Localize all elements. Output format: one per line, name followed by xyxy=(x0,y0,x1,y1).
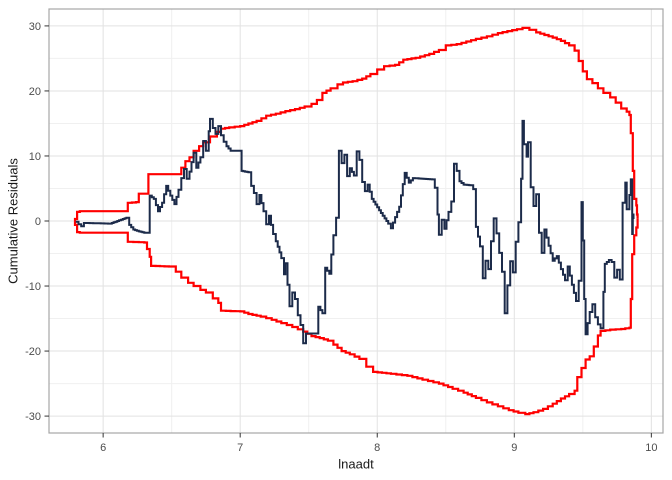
y-tick-label: 20 xyxy=(29,86,41,98)
y-tick-label: 10 xyxy=(29,151,41,163)
y-axis-title: Cumulative Residuals xyxy=(5,158,21,284)
y-tick-label: 0 xyxy=(35,216,41,228)
x-axis-title: lnaadt xyxy=(338,456,374,472)
x-tick-label: 8 xyxy=(374,442,380,454)
series-cumulative-residuals xyxy=(75,117,635,345)
y-tick-label: -30 xyxy=(25,411,41,423)
y-tick-label: -20 xyxy=(25,346,41,358)
y-tick-label: 30 xyxy=(29,21,41,33)
series-upper-envelope xyxy=(73,26,639,223)
x-tick-label: 7 xyxy=(237,442,243,454)
x-tick-label: 6 xyxy=(100,442,106,454)
series-lower-envelope xyxy=(73,218,639,416)
x-tick-label: 9 xyxy=(511,442,517,454)
x-tick-label: 10 xyxy=(645,442,657,454)
y-tick-label: -10 xyxy=(25,281,41,293)
